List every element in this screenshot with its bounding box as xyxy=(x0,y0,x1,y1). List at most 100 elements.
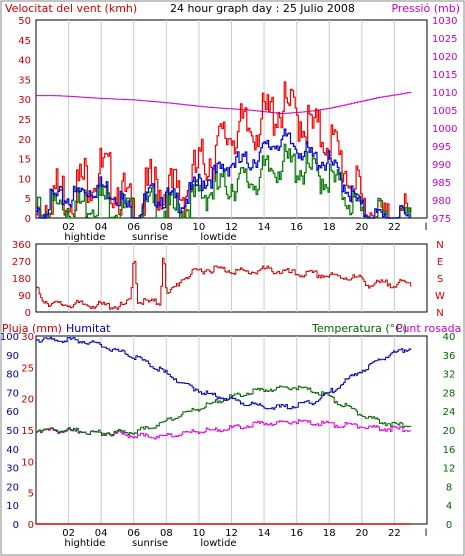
direction-tick-label: 180 xyxy=(12,274,31,285)
graph-title: 24 hour graph day : 25 Julio 2008 xyxy=(170,2,355,15)
temperature-tick-label: 24 xyxy=(443,407,456,418)
temperature-line xyxy=(36,385,412,436)
pressure-tick-label: 1005 xyxy=(432,106,457,117)
humidity-tick-label: 70 xyxy=(6,388,19,399)
compass-tick-label: W xyxy=(435,291,445,302)
bottom-annotation: sunrise xyxy=(132,538,168,549)
pressure-tick-label: 975 xyxy=(432,214,451,225)
wind-x-tick-label: 06 xyxy=(127,222,140,233)
wind-x-tick-label: 12 xyxy=(225,222,238,233)
humidity-tick-label: 40 xyxy=(6,445,19,456)
rain-tick-label: 5 xyxy=(28,489,34,500)
rain-tick-label: 25 xyxy=(21,363,34,374)
humidity-x-tick-label: 12 xyxy=(225,528,238,539)
wind-pressure-panel: 0510152025303540455097598098599099510001… xyxy=(18,16,457,243)
humidity-x-tick-label: 04 xyxy=(95,528,108,539)
rain-tick-label: 30 xyxy=(21,332,34,343)
humidity-x-tick-label: 16 xyxy=(290,528,303,539)
pressure-tick-label: 995 xyxy=(432,142,451,153)
direction-tick-label: 270 xyxy=(12,257,31,268)
wind-x-tick-label: 16 xyxy=(290,222,303,233)
wind-x-tick-label: 22 xyxy=(388,222,401,233)
wind-speed-tick-label: 30 xyxy=(18,95,31,106)
temperature-tick-label: 16 xyxy=(443,445,456,456)
pressure-tick-label: 1025 xyxy=(432,34,457,45)
pressure-tick-label: 1030 xyxy=(432,16,457,27)
wind-speed-tick-label: 5 xyxy=(25,194,31,205)
wind-speed-tick-label: 25 xyxy=(18,115,31,126)
humidity-x-tick-label: 02 xyxy=(62,528,75,539)
humidity-x-tick-label: 08 xyxy=(160,528,173,539)
humidity-line xyxy=(36,336,412,410)
humidity-x-tick-label: 20 xyxy=(355,528,368,539)
pressure-tick-label: 1015 xyxy=(432,70,457,81)
pressure-label: Pressió (mb) xyxy=(391,2,460,15)
compass-tick-label: N xyxy=(436,240,443,251)
dewpoint-label: Punt rosada xyxy=(396,322,462,335)
wind-x-tick-label: 02 xyxy=(62,222,75,233)
humidity-label: Humitat xyxy=(66,322,111,335)
wind-x-tick-label: 10 xyxy=(193,222,206,233)
direction-tick-label: 0 xyxy=(25,308,31,319)
humidity-tick-label: 10 xyxy=(6,501,19,512)
wind-speed-tick-label: 10 xyxy=(18,174,31,185)
wind-x-tick-label: 08 xyxy=(160,222,173,233)
bottom-annotation: lowtide xyxy=(200,538,236,549)
wind-speed-tick-label: 0 xyxy=(25,214,31,225)
rain-tick-label: 10 xyxy=(21,457,34,468)
humidity-tick-label: 20 xyxy=(6,482,19,493)
wind-speed-tick-label: 45 xyxy=(18,36,31,47)
wind-average-line xyxy=(36,128,411,219)
wind-x-tick-label: 14 xyxy=(258,222,271,233)
wind-x-tick-label: 04 xyxy=(95,222,108,233)
rain-tick-label: 0 xyxy=(28,520,34,531)
wind-gust-line xyxy=(36,81,412,219)
humidity-tick-label: 80 xyxy=(6,370,19,381)
humidity-temperature-panel: 0102030405060708090100051015202530048121… xyxy=(0,332,455,549)
compass-tick-label: S xyxy=(437,274,443,285)
temperature-tick-label: 20 xyxy=(443,426,456,437)
temperature-tick-label: 4 xyxy=(446,501,452,512)
pressure-tick-label: 980 xyxy=(432,196,451,207)
compass-tick-label: E xyxy=(437,257,443,268)
temperature-tick-label: 32 xyxy=(443,370,456,381)
bottom-annotation: hightide xyxy=(64,538,105,549)
wind-speed-label: Velocitat del vent (kmh) xyxy=(5,2,138,15)
rain-tick-label: 15 xyxy=(21,426,34,437)
humidity-tick-label: 90 xyxy=(6,351,19,362)
wind-speed-tick-label: 40 xyxy=(18,56,31,67)
humidity-x-tick-label: 14 xyxy=(258,528,271,539)
wind-speed-tick-label: 15 xyxy=(18,155,31,166)
humidity-x-end-tick-label: l xyxy=(425,528,428,539)
wind-speed-tick-label: 20 xyxy=(18,135,31,146)
pressure-tick-label: 1010 xyxy=(432,88,457,99)
direction-tick-label: 360 xyxy=(12,240,31,251)
wind-x-tick-label: 18 xyxy=(323,222,336,233)
compass-tick-label: N xyxy=(436,308,443,319)
humidity-x-tick-label: 06 xyxy=(127,528,140,539)
humidity-tick-label: 0 xyxy=(13,520,19,531)
humidity-x-tick-label: 22 xyxy=(388,528,401,539)
humidity-tick-label: 30 xyxy=(6,464,19,475)
wind-low-line xyxy=(36,143,412,219)
top-annotation: sunrise xyxy=(132,232,168,243)
temperature-tick-label: 8 xyxy=(446,482,452,493)
pressure-line xyxy=(36,92,412,114)
rain-label: Pluja (mm) xyxy=(2,322,62,335)
pressure-tick-label: 985 xyxy=(432,178,451,189)
pressure-tick-label: 1020 xyxy=(432,52,457,63)
wind-direction-line xyxy=(36,257,412,310)
wind-speed-tick-label: 35 xyxy=(18,75,31,86)
pressure-tick-label: 1000 xyxy=(432,124,457,135)
pressure-tick-label: 990 xyxy=(432,160,451,171)
humidity-tick-label: 50 xyxy=(6,426,19,437)
top-annotation: lowtide xyxy=(200,232,236,243)
humidity-tick-label: 100 xyxy=(0,332,19,343)
wind-x-end-tick-label: l xyxy=(425,222,428,233)
direction-tick-label: 90 xyxy=(18,291,31,302)
temperature-tick-label: 36 xyxy=(443,351,456,362)
temperature-tick-label: 12 xyxy=(443,464,456,475)
top-annotation: hightide xyxy=(64,232,105,243)
